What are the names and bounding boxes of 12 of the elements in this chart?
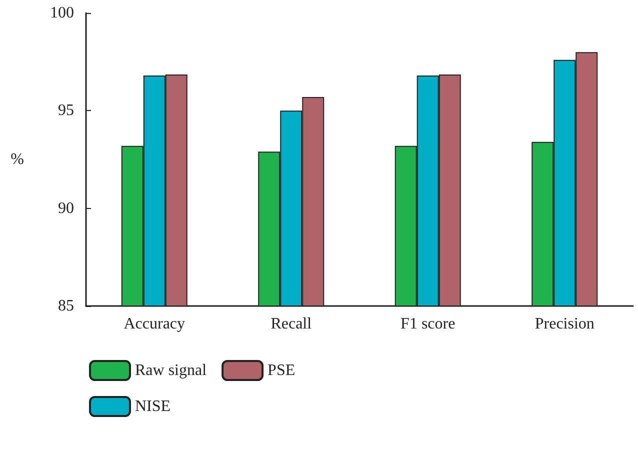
x-tick-label: Accuracy (124, 316, 186, 332)
legend-label: PSE (268, 362, 296, 379)
x-tick-label: Recall (270, 316, 312, 332)
legend-label: Raw signal (135, 362, 208, 379)
x-tick-label: Precision (534, 316, 594, 332)
y-tick-label: 90 (58, 200, 74, 217)
x-tick-label: F1 score (400, 316, 456, 332)
y-tick-label: 95 (58, 102, 74, 120)
y-axis-title: % (10, 151, 24, 168)
y-tick-label: 85 (58, 298, 74, 314)
y-tick-label: 100 (50, 4, 74, 22)
legend-label: NISE (135, 398, 171, 415)
